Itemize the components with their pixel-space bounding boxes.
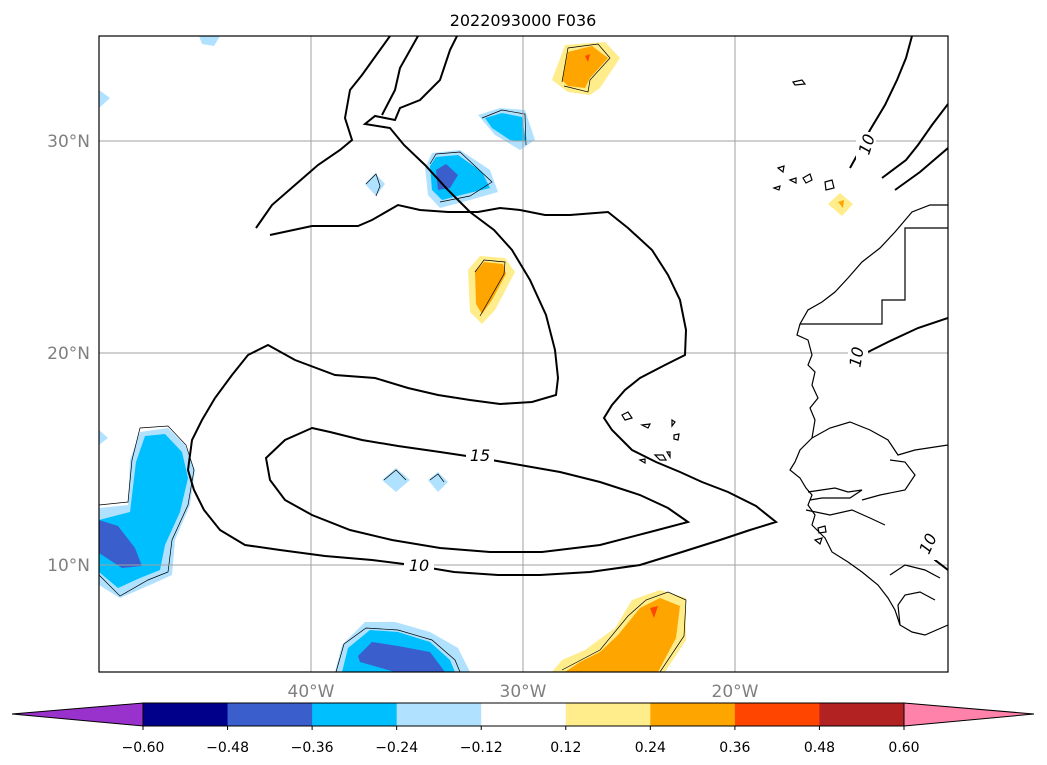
colorbar-tick-label: 0.36 (719, 740, 750, 756)
colorbar-segment (734, 703, 820, 726)
colorbar-segment (227, 703, 313, 726)
lon-label-20w: 20°W (712, 682, 759, 702)
negative-anomaly-south-inner (358, 642, 445, 672)
colorbar-extension-high (904, 703, 1034, 726)
negative-anomaly-speck-2 (199, 36, 220, 46)
contour-lines (186, 36, 948, 576)
positive-anomaly-south-speck (650, 606, 658, 618)
colorbar-tick-label: −0.12 (460, 740, 503, 756)
positive-anomaly-north-core (562, 46, 608, 88)
negative-anomaly-west-inner (99, 520, 142, 568)
map-frame (98, 35, 949, 673)
coastline (621, 79, 948, 636)
colorbar-tick-label: 0.48 (804, 740, 835, 756)
contour-10-north (255, 36, 391, 229)
lon-label-30w: 30°W (500, 682, 547, 702)
colorbar-tick-label: 0.12 (550, 740, 581, 756)
negative-anomaly-speck-4 (99, 430, 108, 445)
colorbar-segment (481, 703, 567, 726)
lat-label-30n: 30°N (47, 132, 90, 152)
colorbar-segment (143, 703, 229, 726)
colorbar-segments (12, 703, 1034, 726)
colorbar: −0.60 −0.48 −0.36 −0.24 −0.12 0.12 0.24 0.36 0.4… (11, 702, 1035, 756)
positive-anomaly-north-speck (585, 54, 590, 62)
map-gridlines (99, 36, 948, 672)
lat-label-10n: 10°N (47, 556, 90, 576)
contour-10-southeast (867, 317, 948, 353)
colorbar-tick-label: −0.48 (206, 740, 249, 756)
colorbar-extension-low (12, 703, 143, 726)
colorbar-segment (396, 703, 482, 726)
negative-anomaly-northeast-core (485, 113, 526, 142)
colorbar-segment (312, 703, 398, 726)
colorbar-tick-label: 0.60 (888, 740, 919, 756)
colorbar-tick-label: −0.36 (291, 740, 334, 756)
colorbar-tick-label: −0.24 (375, 740, 418, 756)
lon-label-40w: 40°W (288, 682, 335, 702)
contour-15 (264, 426, 691, 553)
map-title: 2022093000 F036 (450, 11, 597, 30)
map-panel: 15 10 10 10 10 (99, 36, 948, 672)
colorbar-segment (819, 703, 905, 726)
colorbar-segment (650, 703, 736, 726)
contour-label-10-east: 10 (845, 345, 867, 368)
colorbar-tick-label: −0.60 (122, 740, 165, 756)
negative-anomaly-speck-3 (99, 90, 110, 108)
negative-anomaly-speck-6 (428, 472, 448, 492)
positive-anomaly-central-core (475, 262, 506, 314)
positive-anomaly-south-core (565, 598, 680, 672)
contour-label-10-south: 10 (409, 556, 429, 575)
colorbar-ticks: −0.60 −0.48 −0.36 −0.24 −0.12 0.12 0.24 0.36 0.4… (122, 726, 920, 756)
negative-anomaly-speck-1 (365, 173, 385, 196)
shaded-anomalies (99, 36, 853, 672)
colorbar-segment (565, 703, 651, 726)
colorbar-tick-label: 0.24 (635, 740, 666, 756)
anomaly-outlines (99, 43, 687, 672)
contour-label-15: 15 (470, 446, 490, 465)
negative-anomaly-speck-5 (382, 468, 410, 492)
lat-label-20n: 20°N (47, 344, 90, 364)
positive-anomaly-coastal-core (838, 200, 844, 208)
